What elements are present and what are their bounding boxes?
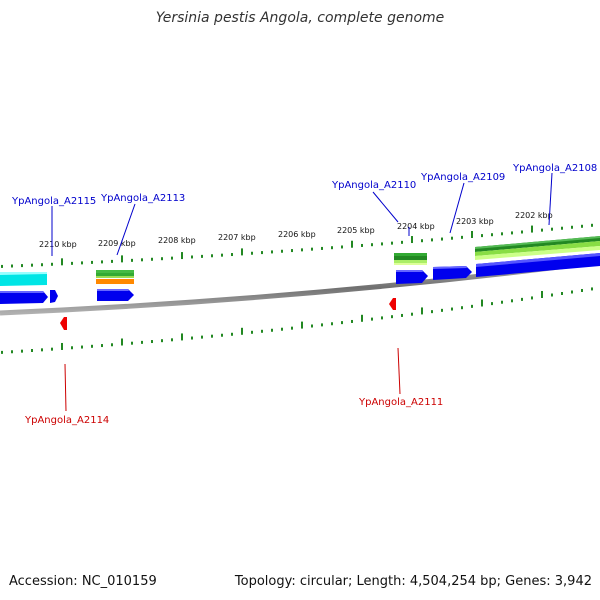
gene-label-a2114[interactable]: YpAngola_A2114 [24,415,109,426]
feature-block-2209 [96,270,134,284]
cds-a2115-small [50,290,58,303]
minus-leader-lines [64,347,401,412]
outer-scale-ticks [1,223,593,268]
scale-label-2209: 2209 kbp [98,239,136,248]
scale-label-2206: 2206 kbp [278,230,316,239]
accession-text: Accession: NC_010159 [9,574,157,589]
gene-label-a2111[interactable]: YpAngola_A2111 [358,397,443,408]
cds-a2111 [389,298,396,310]
gene-label-a2109[interactable]: YpAngola_A2109 [420,172,505,183]
scale-label-2210: 2210 kbp [39,240,77,249]
cds-a2114 [60,317,67,330]
plus-leader-lines [51,172,553,256]
gene-label-a2110[interactable]: YpAngola_A2110 [331,180,416,191]
gene-label-a2113[interactable]: YpAngola_A2113 [100,193,185,204]
feature-block-left-cyan [0,272,47,286]
feature-block-2204 [394,253,427,265]
scale-label-2202: 2202 kbp [515,211,553,220]
gene-label-a2115[interactable]: YpAngola_A2115 [11,196,96,207]
minus-gene-labels: YpAngola_A2114 YpAngola_A2111 [24,397,443,426]
scale-label-2207: 2207 kbp [218,233,256,242]
plus-gene-labels: YpAngola_A2115 YpAngola_A2113 YpAngola_A… [11,163,597,207]
scale-label-2205: 2205 kbp [337,226,375,235]
scale-labels: 2210 kbp 2209 kbp 2208 kbp 2207 kbp 2206… [39,211,553,249]
gene-label-a2108[interactable]: YpAngola_A2108 [512,163,597,174]
feature-block-a2108 [475,236,600,260]
scale-label-2203: 2203 kbp [456,217,494,226]
inner-scale-ticks [1,287,593,354]
scale-label-2204: 2204 kbp [397,222,435,231]
cds-a2109 [433,266,472,280]
cds-a2108 [476,253,600,277]
cds-a2115 [0,291,48,304]
map-title: Yersinia pestis Angola, complete genome [155,10,445,26]
cds-a2113 [97,289,134,301]
cds-a2110 [396,270,428,284]
scale-label-2208: 2208 kbp [158,236,196,245]
genome-summary-text: Topology: circular; Length: 4,504,254 bp… [234,574,592,589]
